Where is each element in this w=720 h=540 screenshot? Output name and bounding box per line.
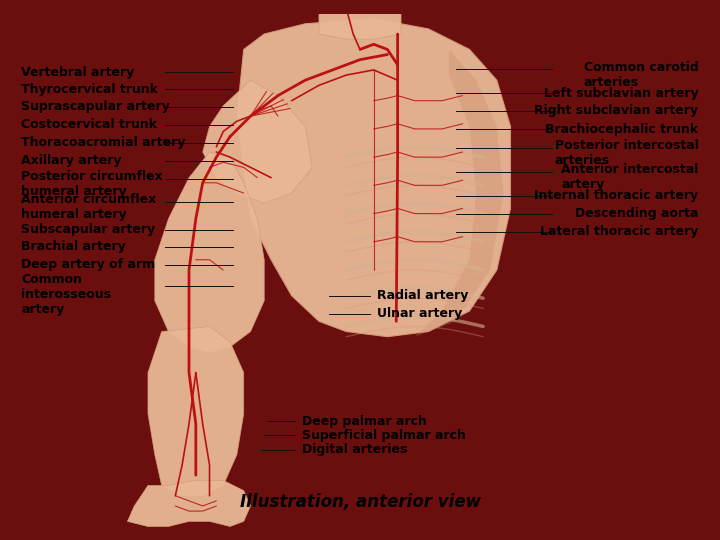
Text: Internal thoracic artery: Internal thoracic artery (534, 189, 698, 202)
Text: Subscapular artery: Subscapular artery (22, 224, 156, 237)
Text: Posterior intercostal
arteries: Posterior intercostal arteries (554, 139, 698, 167)
Polygon shape (415, 49, 504, 337)
Text: Lateral thoracic artery: Lateral thoracic artery (540, 225, 698, 238)
Text: Illustration, anterior view: Illustration, anterior view (240, 493, 480, 511)
Text: Brachiocephalic trunk: Brachiocephalic trunk (546, 123, 698, 136)
Text: Right subclavian artery: Right subclavian artery (534, 104, 698, 118)
Text: Deep artery of arm: Deep artery of arm (22, 258, 156, 272)
Text: Thyrocervical trunk: Thyrocervical trunk (22, 83, 158, 96)
Text: Digital arteries: Digital arteries (302, 443, 408, 456)
Polygon shape (148, 326, 243, 496)
Text: Posterior circumflex
humeral artery: Posterior circumflex humeral artery (22, 170, 163, 198)
Text: Common carotid
arteries: Common carotid arteries (584, 61, 698, 89)
Text: Radial artery: Radial artery (377, 289, 469, 302)
Text: Anterior intercostal
artery: Anterior intercostal artery (561, 163, 698, 191)
Polygon shape (203, 80, 312, 203)
Polygon shape (155, 152, 264, 352)
Text: Brachial artery: Brachial artery (22, 240, 126, 253)
Text: Superficial palmar arch: Superficial palmar arch (302, 429, 466, 442)
Polygon shape (237, 18, 510, 337)
Polygon shape (127, 481, 251, 526)
Text: Ulnar artery: Ulnar artery (377, 307, 462, 320)
Text: Axillary artery: Axillary artery (22, 154, 122, 167)
Text: Anterior circumflex
humeral artery: Anterior circumflex humeral artery (22, 193, 157, 221)
Text: Costocervical trunk: Costocervical trunk (22, 118, 158, 131)
Text: Suprascapular artery: Suprascapular artery (22, 100, 170, 113)
Text: Descending aorta: Descending aorta (575, 207, 698, 220)
Text: Common
interosseous
artery: Common interosseous artery (22, 273, 112, 315)
Text: Deep palmar arch: Deep palmar arch (302, 415, 427, 428)
Polygon shape (319, 3, 401, 39)
Text: Thoracoacromial artery: Thoracoacromial artery (22, 136, 186, 149)
Text: Vertebral artery: Vertebral artery (22, 66, 135, 79)
Text: Left subclavian artery: Left subclavian artery (544, 86, 698, 99)
